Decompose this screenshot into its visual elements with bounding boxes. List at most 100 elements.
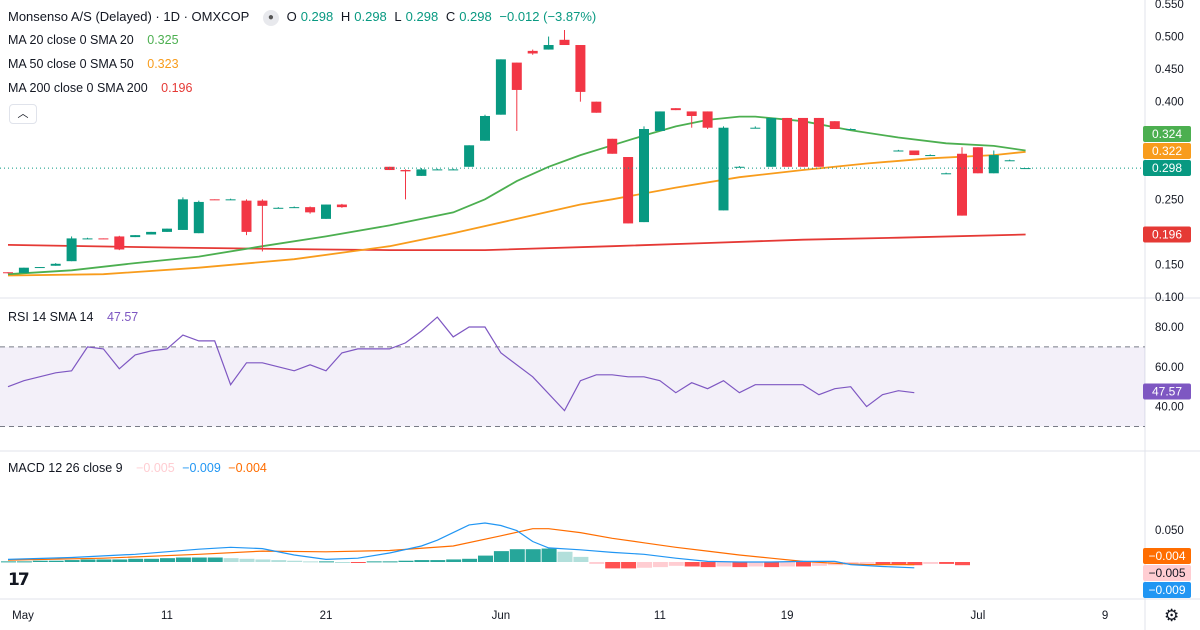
macd-line xyxy=(7,522,915,569)
symbol-legend: Monsenso A/S (Delayed) · 1D · OMXCOP ● O… xyxy=(8,9,600,26)
time-axis-label: May xyxy=(12,610,34,622)
candle-body xyxy=(782,117,793,167)
macd-histogram-bar xyxy=(716,562,732,567)
ma50-label: MA 50 close 0 SMA 50 xyxy=(8,57,134,71)
ma20-label: MA 20 close 0 SMA 20 xyxy=(8,33,134,47)
macd-histogram-bar xyxy=(144,558,160,562)
candle-body xyxy=(448,169,459,171)
candle-body xyxy=(130,235,141,238)
time-axis-label: Jul xyxy=(971,610,986,622)
candle-body xyxy=(209,199,220,201)
rsi-tick-label: 60.00 xyxy=(1155,362,1184,374)
macd-legend[interactable]: MACD 12 26 close 9 −0.005 −0.009 −0.004 xyxy=(8,461,271,475)
time-axis-label: 21 xyxy=(320,610,333,622)
more-options-icon[interactable]: ● xyxy=(262,9,279,26)
candle-body xyxy=(162,228,172,232)
candle-body xyxy=(607,138,618,154)
price-tick-label: 0.100 xyxy=(1155,292,1184,304)
macd-histogram-bar xyxy=(462,558,478,562)
macd-histogram-bar xyxy=(48,560,64,562)
macd-histogram-bar xyxy=(239,558,255,562)
ma200-price-badge: 0.196 xyxy=(1152,227,1182,241)
candle-body xyxy=(273,207,284,209)
candle-body xyxy=(1020,168,1031,170)
candle-body xyxy=(639,129,649,223)
macd-histogram-bar xyxy=(652,562,668,568)
candle-body xyxy=(813,117,824,167)
macd-histogram-bar xyxy=(589,562,605,564)
macd-histogram-bar xyxy=(64,560,80,562)
candle-body xyxy=(289,207,300,209)
ohlc-high-value: 0.298 xyxy=(354,9,387,24)
candle-body xyxy=(34,267,45,269)
macd-histogram-bar xyxy=(541,548,557,562)
candle-body xyxy=(925,155,936,157)
rsi-value-badge-bg xyxy=(1143,383,1191,400)
candle-body xyxy=(336,204,347,208)
macd-histogram-bar xyxy=(80,559,96,562)
ma200-price-badge-bg xyxy=(1143,226,1191,243)
candle-body xyxy=(495,59,506,115)
candle-body xyxy=(718,127,729,211)
candle-body xyxy=(225,199,236,201)
candle-body xyxy=(750,127,761,129)
candle-body xyxy=(941,173,952,175)
time-axis-label: 9 xyxy=(1102,610,1108,622)
ma200-line xyxy=(7,233,1026,251)
last-price-badge-bg xyxy=(1143,160,1191,176)
rsi-legend[interactable]: RSI 14 SMA 14 47.57 xyxy=(8,310,142,324)
candle-body xyxy=(893,150,904,152)
candle-body xyxy=(559,39,570,46)
candle-body xyxy=(988,155,999,174)
ma50-line xyxy=(7,150,1026,277)
rsi-label: RSI 14 SMA 14 xyxy=(8,310,94,324)
time-axis-label: 19 xyxy=(781,610,794,622)
candle-body xyxy=(575,45,586,92)
macd-histogram-bar xyxy=(382,561,398,563)
macd-histogram-bar xyxy=(334,562,350,563)
macd-histogram-bar xyxy=(32,560,48,562)
candle-body xyxy=(957,153,967,216)
macd-histogram-bar xyxy=(955,562,970,566)
candle-body xyxy=(384,166,395,171)
macd-histogram-bar xyxy=(175,557,191,562)
ma50-legend[interactable]: MA 50 close 0 SMA 50 0.323 xyxy=(8,57,183,71)
ma20-legend[interactable]: MA 20 close 0 SMA 20 0.325 xyxy=(8,33,183,47)
candle-body xyxy=(241,200,252,232)
macd-histogram-bar xyxy=(525,549,541,562)
ohlc-open-value: 0.298 xyxy=(300,9,334,24)
candle-body xyxy=(766,117,777,167)
macd-histogram-bar xyxy=(271,560,287,562)
ohlc-high-label: H xyxy=(340,9,351,24)
candle-body xyxy=(654,111,665,131)
macd-hist-badge-bg xyxy=(1143,565,1191,581)
macd-histogram-bar xyxy=(875,562,891,565)
macd-histogram-bar xyxy=(366,561,382,563)
macd-label: MACD 12 26 close 9 xyxy=(8,461,123,475)
gear-icon[interactable]: ⚙ xyxy=(1164,606,1180,625)
candle-body xyxy=(591,101,602,113)
rsi-value-badge: 47.57 xyxy=(1152,385,1182,399)
macd-tick-label: 0.050 xyxy=(1155,525,1184,537)
tradingview-logo[interactable]: 17 xyxy=(8,570,30,590)
ma200-legend[interactable]: MA 200 close 0 SMA 200 0.196 xyxy=(8,81,196,95)
time-axis-label: 11 xyxy=(161,610,173,622)
ma50-value: 0.323 xyxy=(147,57,179,71)
candle-body xyxy=(829,121,840,130)
ma50-price-badge-bg xyxy=(1143,143,1191,159)
price-tick-label: 0.250 xyxy=(1155,194,1184,206)
ohlc-change: −0.012 (−3.87%) xyxy=(499,9,597,24)
candle-body xyxy=(543,45,554,50)
macd-histogram-bar xyxy=(350,562,366,563)
macd-histogram-bar xyxy=(621,562,637,569)
ma20-line xyxy=(7,115,1026,276)
ma200-value: 0.196 xyxy=(161,81,193,95)
collapse-legend-button[interactable]: ︿ xyxy=(9,104,37,124)
macd-histogram-bar xyxy=(907,562,923,566)
candle-body xyxy=(527,50,538,54)
candle-body xyxy=(1004,160,1015,162)
candle-body xyxy=(972,147,983,174)
candle-body xyxy=(432,169,443,171)
candle-body xyxy=(66,238,77,262)
